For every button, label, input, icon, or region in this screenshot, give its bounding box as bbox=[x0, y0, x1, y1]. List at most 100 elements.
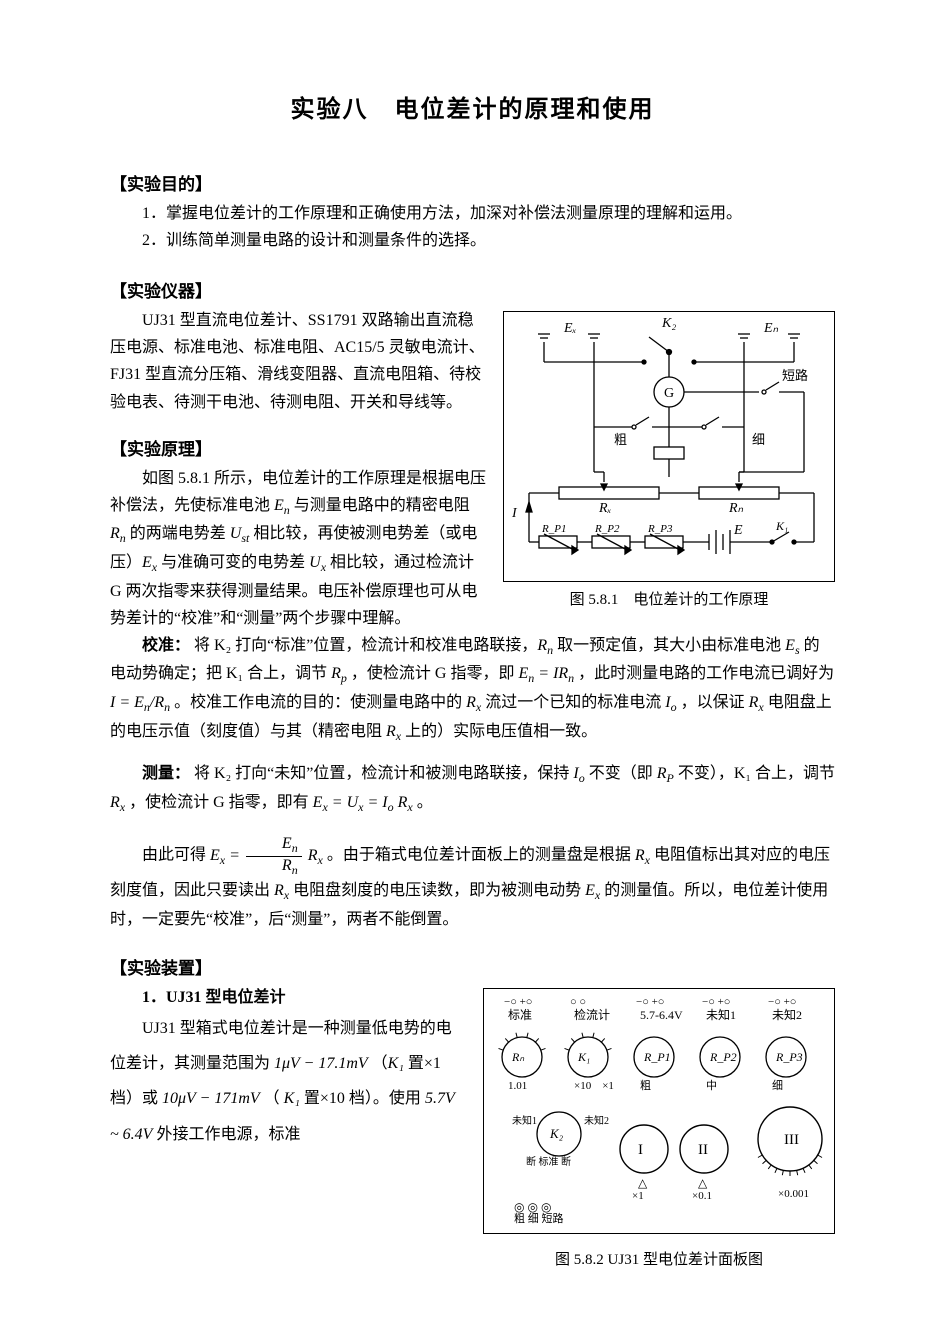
figure-2-caption: 图 5.8.2 UJ31 型电位差计面板图 bbox=[483, 1248, 835, 1274]
svg-text:未知1: 未知1 bbox=[706, 1008, 736, 1022]
sym: Rx bbox=[466, 694, 481, 711]
label-measure: 测量： bbox=[142, 765, 190, 782]
principle-p3: 测量： 将 K₂ 打向“未知”位置，检流计和被测电路联接，保持 Io 不变（即 … bbox=[110, 760, 835, 817]
svg-text:−○ +○: −○ +○ bbox=[636, 996, 664, 1008]
svg-text:未知2: 未知2 bbox=[584, 1114, 609, 1127]
svg-text:粗: 粗 bbox=[640, 1079, 651, 1092]
sym-En: En bbox=[274, 497, 290, 514]
text: 将 K₂ 打向“未知”位置，检流计和被测电路联接，保持 bbox=[194, 765, 573, 782]
text: 流过一个已知的标准电流 bbox=[485, 694, 665, 711]
svg-text:Eₙ: Eₙ bbox=[763, 321, 779, 336]
svg-text:R_P3: R_P3 bbox=[775, 1050, 803, 1064]
text: 的两端电势差 bbox=[130, 525, 230, 542]
svg-text:E: E bbox=[733, 523, 743, 538]
text: ，使检流计 G 指零，即 bbox=[351, 665, 519, 682]
fraction: EnRn bbox=[246, 835, 302, 877]
sym: Rx bbox=[749, 694, 764, 711]
text: 电阻盘刻度的电压读数，即为被测电动势 bbox=[293, 882, 585, 899]
svg-text:断 标准 断: 断 标准 断 bbox=[526, 1155, 571, 1168]
svg-text:−○ +○: −○ +○ bbox=[768, 996, 796, 1008]
svg-text:R_P3: R_P3 bbox=[647, 523, 673, 535]
svg-text:粗 细 短路: 粗 细 短路 bbox=[514, 1211, 564, 1224]
svg-text:未知1: 未知1 bbox=[512, 1114, 537, 1127]
text: 与测量电路中的精密电阻 bbox=[294, 497, 470, 514]
text: 不变（即 bbox=[589, 765, 657, 782]
svg-text:粗: 粗 bbox=[614, 432, 627, 447]
section-head-instrument: 【实验仪器】 bbox=[110, 278, 835, 307]
section-head-apparatus: 【实验装置】 bbox=[110, 955, 835, 984]
sym: RP bbox=[657, 765, 674, 782]
figure-1-box: Eₓ Eₙ K₂ bbox=[503, 311, 835, 582]
svg-text:短路: 短路 bbox=[782, 368, 808, 383]
svg-text:Rₙ: Rₙ bbox=[511, 1050, 524, 1064]
svg-text:细: 细 bbox=[772, 1079, 783, 1092]
svg-text:K₂: K₂ bbox=[661, 316, 676, 331]
sym: K₁ bbox=[388, 1055, 404, 1072]
text: （ bbox=[264, 1090, 284, 1107]
svg-text:III: III bbox=[784, 1132, 799, 1148]
goal-item-2: 2．训练简单测量电路的设计和测量条件的选择。 bbox=[110, 227, 835, 254]
sym-Ux: Ux bbox=[309, 554, 326, 571]
goal-item-1: 1．掌握电位差计的工作原理和正确使用方法，加深对补偿法测量原理的理解和运用。 bbox=[110, 200, 835, 227]
range: 1μV − 17.1mV bbox=[274, 1055, 368, 1072]
svg-text:−○ +○: −○ +○ bbox=[702, 996, 730, 1008]
svg-text:5.7-6.4V: 5.7-6.4V bbox=[640, 1008, 683, 1022]
section-head-goal: 【实验目的】 bbox=[110, 171, 835, 200]
svg-text:△: △ bbox=[638, 1176, 648, 1190]
svg-text:×0.1: ×0.1 bbox=[692, 1190, 712, 1202]
svg-text:×10 ×1: ×10 ×1 bbox=[574, 1080, 614, 1092]
svg-text:R_P2: R_P2 bbox=[594, 523, 620, 535]
svg-text:−○ +○: −○ +○ bbox=[504, 996, 532, 1008]
text: 上的）实际电压值相一致。 bbox=[405, 723, 597, 740]
sym: Ex = Ux = Io Rx bbox=[313, 794, 413, 811]
figure-1-container: Eₓ Eₙ K₂ bbox=[503, 311, 835, 614]
text: 。由于箱式电位差计面板上的测量盘是根据 bbox=[327, 847, 635, 864]
text: 与准确可变的电势差 bbox=[161, 554, 309, 571]
range: 10μV − 171mV bbox=[162, 1090, 260, 1107]
document-page: 实验八 电位差计的原理和使用 【实验目的】 1．掌握电位差计的工作原理和正确使用… bbox=[0, 0, 945, 1341]
svg-text:◎ ◎ ◎: ◎ ◎ ◎ bbox=[514, 1200, 551, 1214]
sym: Ex bbox=[585, 882, 600, 899]
sym: Rx bbox=[308, 847, 323, 864]
figure-1-caption: 图 5.8.1 电位差计的工作原理 bbox=[503, 588, 835, 614]
text: （ bbox=[372, 1055, 388, 1072]
sym: Io bbox=[665, 694, 676, 711]
svg-text:1.01: 1.01 bbox=[508, 1080, 527, 1092]
text: 。 bbox=[417, 794, 433, 811]
principle-p4: 由此可得 Ex = EnRn Rx 。由于箱式电位差计面板上的测量盘是根据 Rx… bbox=[110, 835, 835, 933]
figure-2-box: −○ +○标准○ ○检流计−○ +○5.7-6.4V−○ +○未知1−○ +○未… bbox=[483, 988, 835, 1234]
page-title: 实验八 电位差计的原理和使用 bbox=[110, 90, 835, 131]
sym: Rp bbox=[331, 665, 347, 682]
sym: Rx bbox=[110, 794, 125, 811]
sym-Ust: Ust bbox=[230, 525, 250, 542]
svg-text:R_P1: R_P1 bbox=[643, 1050, 671, 1064]
sym: En = IRn bbox=[518, 665, 574, 682]
svg-text:中: 中 bbox=[706, 1079, 717, 1092]
text: 由此可得 bbox=[142, 847, 210, 864]
text: 置×10 档）。使用 bbox=[304, 1090, 425, 1107]
figure-2-container: −○ +○标准○ ○检流计−○ +○5.7-6.4V−○ +○未知1−○ +○未… bbox=[483, 988, 835, 1274]
sym: K₁ bbox=[284, 1090, 300, 1107]
text: 。校准工作电流的目的：使测量电路中的 bbox=[174, 694, 466, 711]
svg-text:×1: ×1 bbox=[632, 1190, 644, 1202]
svg-text:II: II bbox=[698, 1142, 708, 1158]
panel-diagram-icon: −○ +○标准○ ○检流计−○ +○5.7-6.4V−○ +○未知1−○ +○未… bbox=[484, 989, 834, 1224]
svg-text:K₁: K₁ bbox=[775, 519, 788, 533]
svg-text:G: G bbox=[664, 386, 674, 401]
sym: Rx bbox=[386, 723, 401, 740]
svg-text:检流计: 检流计 bbox=[574, 1007, 610, 1022]
circuit-diagram-icon: Eₓ Eₙ K₂ bbox=[504, 312, 834, 572]
text: 取一预定值，其大小由标准电池 bbox=[557, 637, 785, 654]
svg-text:I: I bbox=[638, 1142, 643, 1158]
svg-text:○ ○: ○ ○ bbox=[570, 996, 586, 1008]
svg-text:R_P1: R_P1 bbox=[541, 523, 566, 535]
sym: I = En/Rn bbox=[110, 694, 170, 711]
svg-text:未知2: 未知2 bbox=[772, 1008, 802, 1022]
text: ，以保证 bbox=[681, 694, 749, 711]
svg-text:R_P2: R_P2 bbox=[709, 1050, 737, 1064]
svg-text:Rₓ: Rₓ bbox=[598, 501, 612, 516]
text: ，使检流计 G 指零，即有 bbox=[129, 794, 313, 811]
label-calibrate: 校准： bbox=[142, 637, 190, 654]
text: ，此时测量电路的工作电流已调好为 bbox=[578, 665, 834, 682]
sym: Es bbox=[785, 637, 799, 654]
